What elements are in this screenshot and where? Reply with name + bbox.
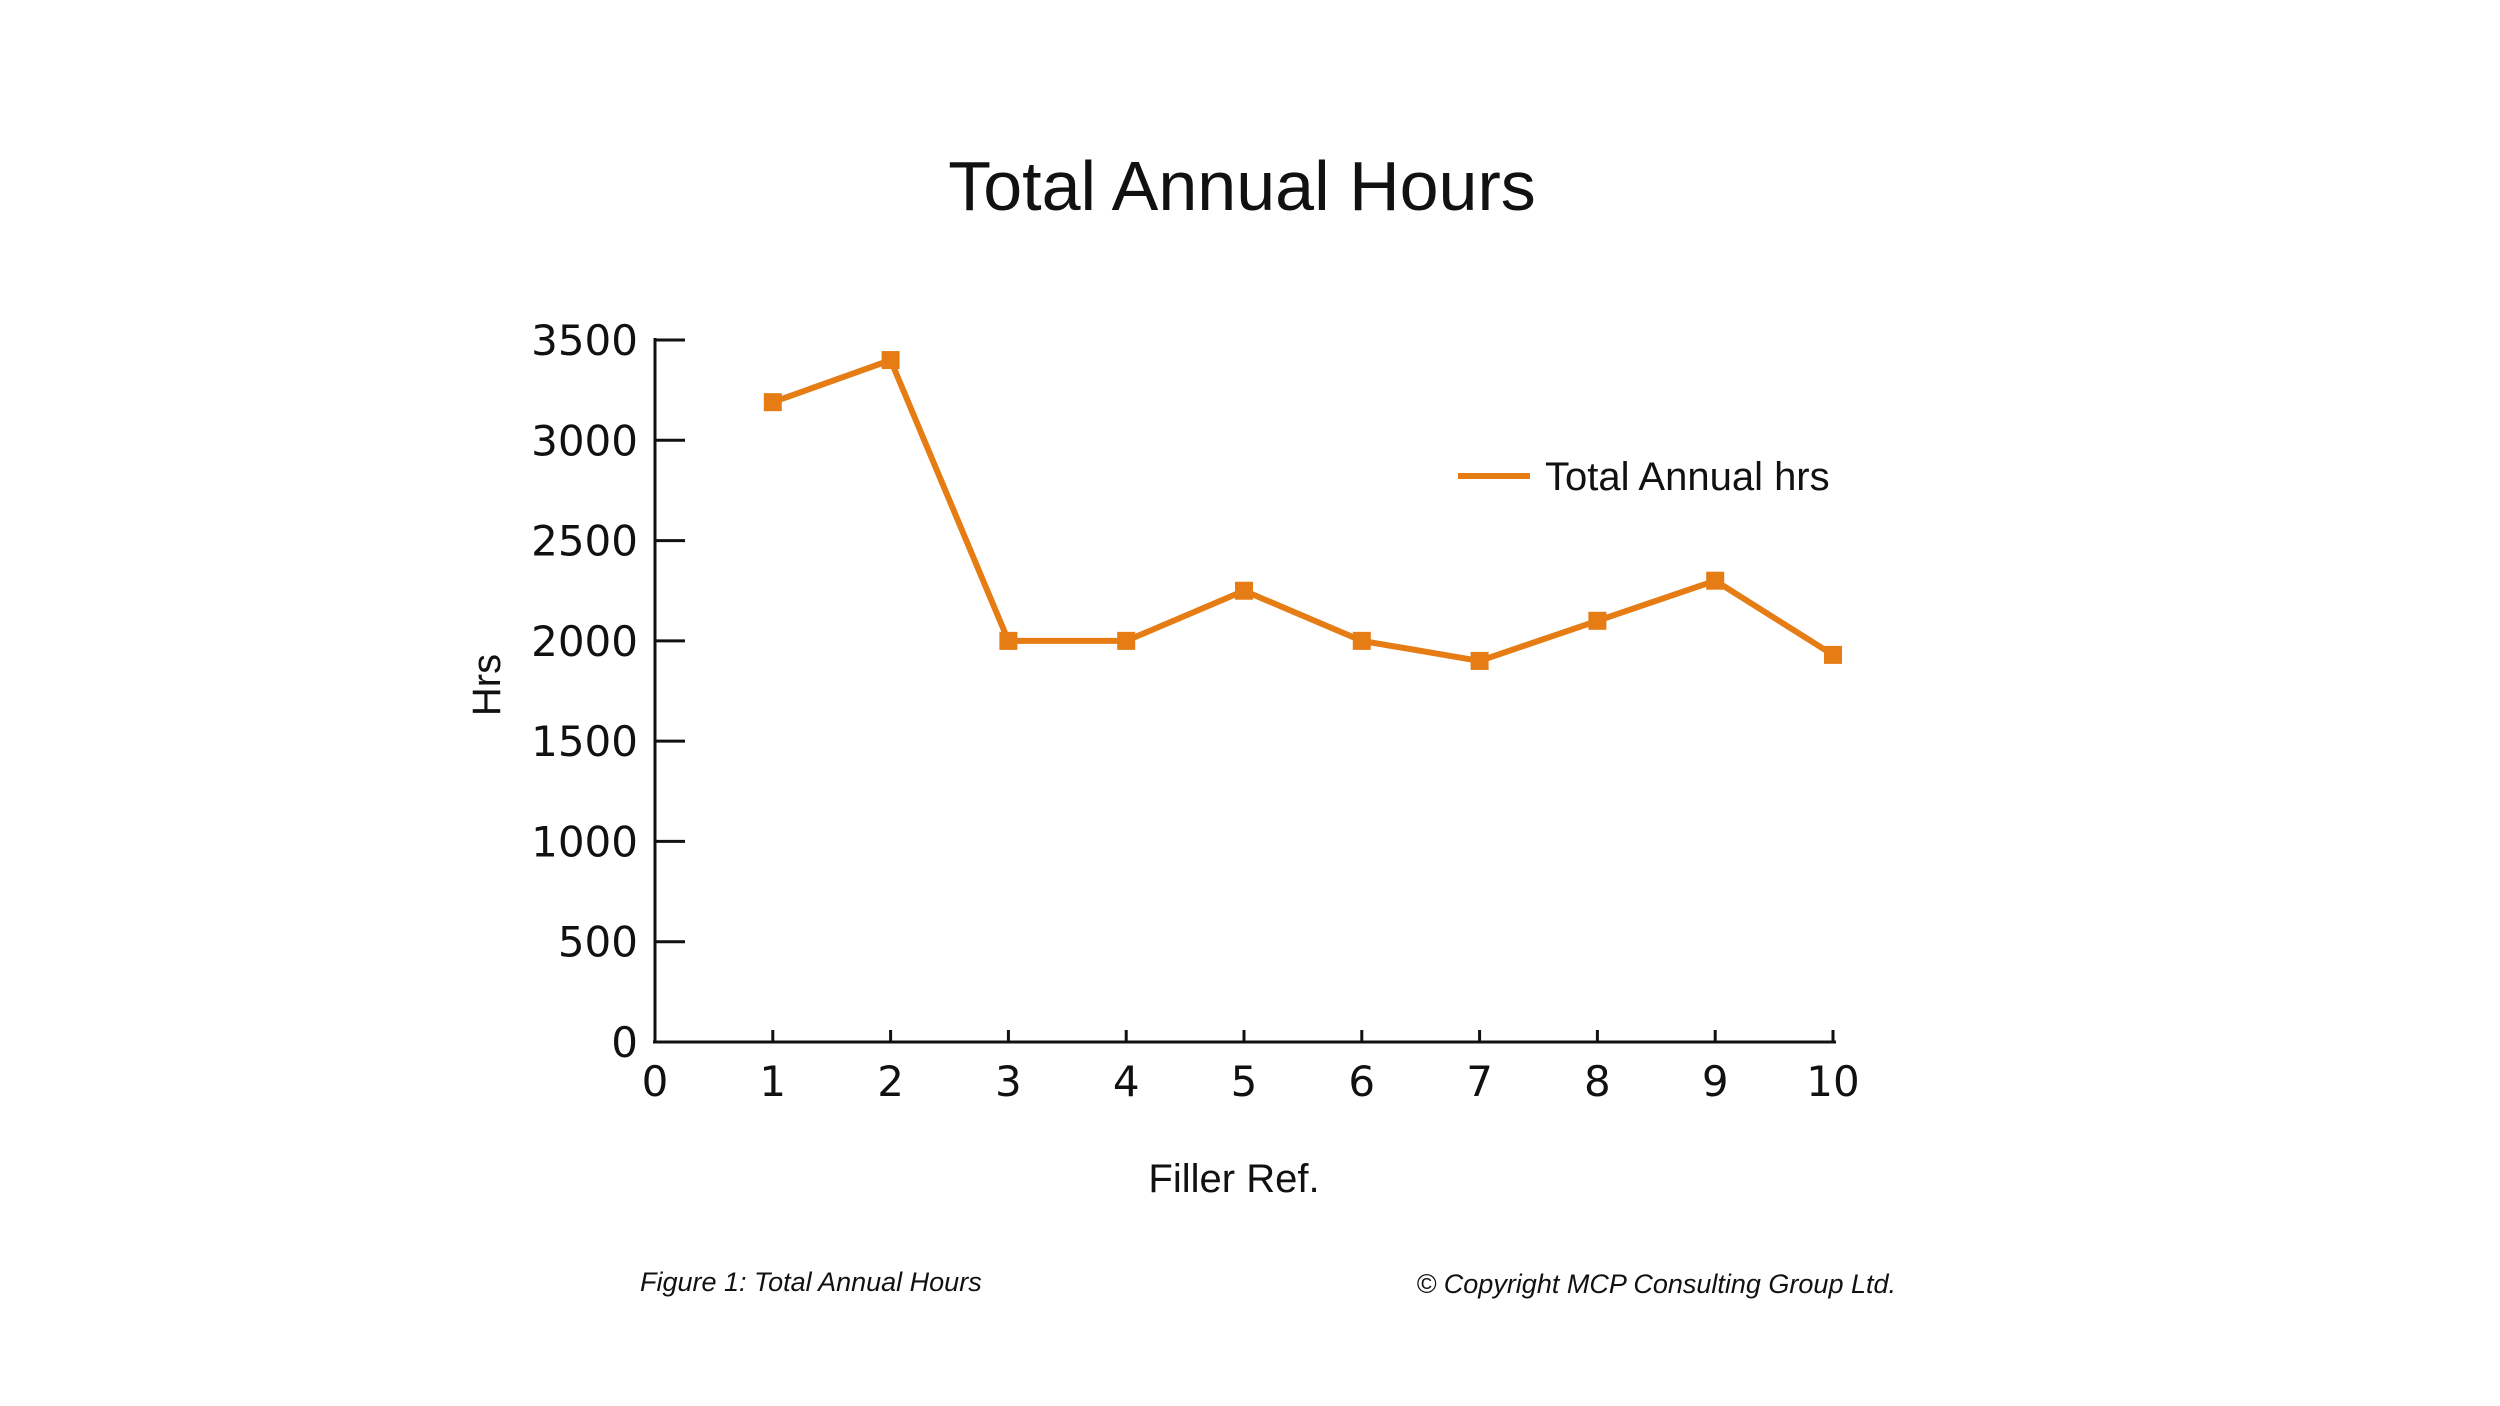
x-tick-label: 2	[877, 1057, 904, 1106]
x-tick-label: 5	[1231, 1057, 1258, 1106]
y-tick-label: 2500	[531, 517, 638, 566]
data-point-marker	[1235, 581, 1253, 600]
series-layer	[763, 351, 1842, 670]
x-tick-label: 4	[1113, 1057, 1140, 1106]
y-axis-label: Hrs	[465, 654, 509, 716]
data-point-marker	[881, 351, 900, 370]
x-tick-label: 9	[1702, 1057, 1729, 1106]
data-point-marker	[1470, 651, 1489, 670]
data-point-marker	[999, 631, 1018, 650]
x-tick-label: 10	[1806, 1057, 1859, 1106]
data-point-marker	[1706, 571, 1725, 590]
legend-label: Total Annual hrs	[1545, 455, 1830, 499]
data-point-marker	[1117, 631, 1136, 650]
series-line	[771, 357, 1835, 664]
x-tick-label: 6	[1348, 1057, 1375, 1106]
x-axis-ticks: 0 1 2 3 4 5 6 7 8 9 10	[642, 1030, 1860, 1106]
data-point-marker	[763, 393, 782, 412]
data-point-marker	[1352, 631, 1371, 650]
y-tick-label: 3000	[531, 416, 638, 465]
y-tick-label: 3500	[531, 316, 638, 365]
y-tick-label: 0	[611, 1018, 638, 1067]
y-tick-label: 500	[558, 918, 638, 967]
plot-area: 0 500 1000 1500 2000 2500 3000 3500 0 1 2 3 4 5 6 7 8 9 1…	[531, 316, 1860, 1106]
chart-title: Total Annual Hours	[948, 147, 1536, 225]
legend: Total Annual hrs	[1458, 455, 1830, 499]
data-point-marker	[1824, 645, 1842, 664]
y-tick-label: 2000	[531, 617, 638, 666]
x-tick-label: 7	[1466, 1057, 1493, 1106]
x-tick-label: 0	[642, 1057, 669, 1106]
copyright-notice: © Copyright MCP Consulting Group Ltd.	[1416, 1269, 1896, 1299]
x-tick-label: 3	[995, 1057, 1022, 1106]
y-tick-label: 1500	[531, 717, 638, 766]
y-axis-ticks: 0 500 1000 1500 2000 2500 3000 3500	[531, 316, 685, 1067]
x-axis-label: Filler Ref.	[1148, 1157, 1319, 1201]
x-tick-label: 1	[759, 1057, 786, 1106]
data-point-marker	[1588, 611, 1607, 630]
y-tick-label: 1000	[531, 817, 638, 866]
x-tick-label: 8	[1584, 1057, 1611, 1106]
figure-caption: Figure 1: Total Annual Hours	[640, 1267, 982, 1297]
